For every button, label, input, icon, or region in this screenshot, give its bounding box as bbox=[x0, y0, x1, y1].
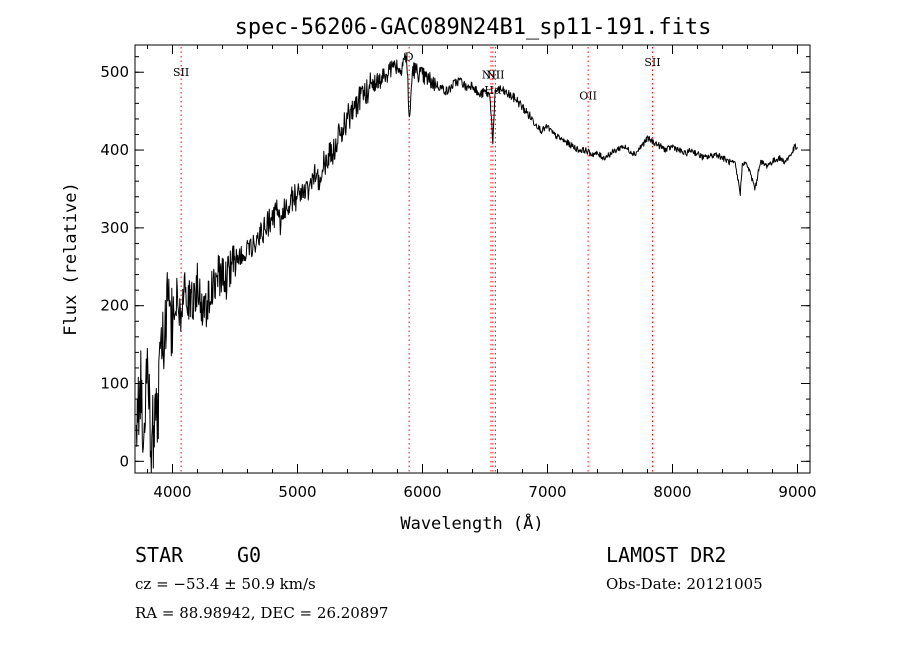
survey-name: LAMOST DR2 bbox=[606, 543, 727, 567]
spectrum-line bbox=[135, 52, 798, 474]
line-marker-label: D bbox=[405, 51, 414, 64]
object-class: STAR bbox=[135, 543, 184, 567]
line-marker-label: SII bbox=[644, 56, 660, 69]
y-tick-label: 500 bbox=[100, 63, 129, 81]
sky-coordinates: RA = 88.98942, DEC = 26.20897 bbox=[135, 604, 389, 622]
x-tick-label: 7000 bbox=[528, 483, 566, 501]
spectrum-series bbox=[135, 52, 798, 474]
y-axis-label: Flux (relative) bbox=[61, 182, 81, 336]
line-marker-label: NII bbox=[486, 68, 504, 81]
x-tick-labels: 4000 5000 6000 7000 8000 9000 bbox=[153, 483, 816, 501]
chart-title: spec-56206-GAC089N24B1_sp11-191.fits bbox=[235, 15, 712, 40]
y-tick-labels: 0 100 200 300 400 500 bbox=[100, 63, 129, 470]
y-tick-label: 300 bbox=[100, 219, 129, 237]
y-tick-label: 0 bbox=[119, 452, 129, 470]
line-marker-label: NII bbox=[482, 68, 500, 81]
y-tick-label: 400 bbox=[100, 141, 129, 159]
line-marker-label: OII bbox=[579, 89, 597, 102]
redshift-velocity: cz = −53.4 ± 50.9 km/s bbox=[135, 575, 316, 593]
line-marker-label: SII bbox=[173, 66, 189, 79]
axis-ticks bbox=[135, 45, 810, 473]
x-tick-label: 8000 bbox=[653, 483, 691, 501]
x-tick-label: 5000 bbox=[278, 483, 316, 501]
observation-date: Obs-Date: 20121005 bbox=[606, 575, 763, 593]
y-tick-label: 100 bbox=[100, 375, 129, 393]
x-tick-label: 6000 bbox=[403, 483, 441, 501]
x-axis-label: Wavelength (Å) bbox=[400, 512, 543, 534]
x-tick-label: 4000 bbox=[153, 483, 191, 501]
y-tick-label: 200 bbox=[100, 297, 129, 315]
object-subclass: G0 bbox=[237, 543, 262, 567]
x-tick-label: 9000 bbox=[778, 483, 816, 501]
